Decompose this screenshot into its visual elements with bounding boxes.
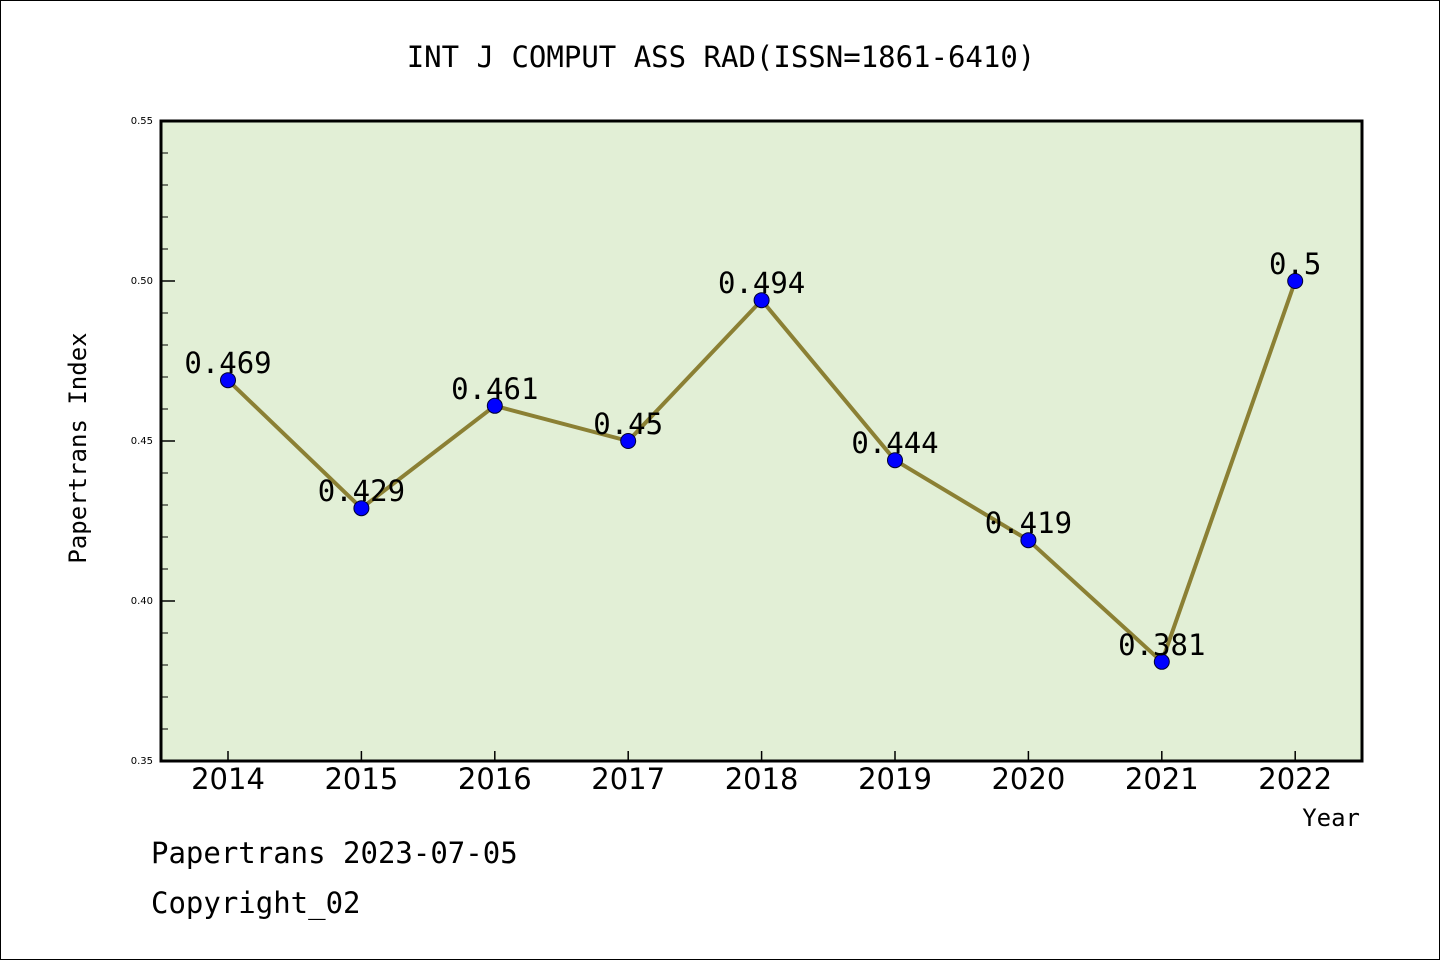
- data-point: [486, 397, 503, 414]
- data-points: [220, 273, 1304, 670]
- data-label: 0.461: [451, 372, 538, 406]
- x-axis-label: Year: [1302, 804, 1360, 832]
- data-label: 0.5: [1269, 247, 1321, 281]
- x-tick-label: 2016: [458, 762, 532, 796]
- data-labels: 0.469 0.429 0.461 0.45 0.494 0.444 0.419 0.381 0…: [184, 247, 1321, 662]
- chart-title: INT J COMPUT ASS RAD(ISSN=1861-6410): [407, 40, 1036, 74]
- y-tick-label: 0.35: [131, 756, 153, 767]
- data-point: [353, 500, 370, 517]
- x-tick-label: 2022: [1258, 762, 1332, 796]
- data-label: 0.494: [718, 266, 805, 300]
- data-point: [220, 372, 236, 389]
- x-tick-label: 2019: [858, 762, 932, 796]
- data-point: [1020, 532, 1037, 549]
- x-tick-label: 2018: [725, 762, 799, 796]
- x-tick-label: 2017: [591, 762, 665, 796]
- y-axis-label: Papertrans Index: [64, 332, 92, 563]
- y-tick-label: 0.45: [131, 436, 153, 447]
- x-tick-label: 2021: [1125, 762, 1199, 796]
- data-label: 0.429: [318, 474, 405, 508]
- plot-area: [159, 119, 1364, 763]
- data-point: [887, 452, 903, 469]
- data-point: [753, 292, 770, 309]
- x-axis: 2014 2015 2016 2017 2018 2019 2020 2021 2022: [191, 751, 1332, 796]
- y-tick-label: 0.55: [131, 116, 153, 127]
- x-tick-label: 2014: [191, 762, 265, 796]
- data-label: 0.469: [184, 346, 271, 380]
- y-axis: 0.35 0.40 0.45 0.50 0.55: [131, 116, 175, 767]
- data-label: 0.381: [1118, 628, 1205, 662]
- x-tick-label: 2015: [324, 762, 398, 796]
- data-label: 0.419: [985, 506, 1072, 540]
- data-point: [1287, 273, 1304, 289]
- data-label: 0.45: [593, 407, 663, 441]
- x-tick-label: 2020: [991, 762, 1065, 796]
- data-point: [620, 433, 637, 449]
- y-tick-label: 0.40: [131, 596, 153, 607]
- data-point: [1153, 653, 1170, 670]
- footer-date: Papertrans 2023-07-05: [151, 836, 518, 870]
- data-label: 0.444: [851, 426, 938, 460]
- y-tick-label: 0.50: [131, 276, 153, 287]
- footer-copyright: Copyright_02: [151, 886, 361, 920]
